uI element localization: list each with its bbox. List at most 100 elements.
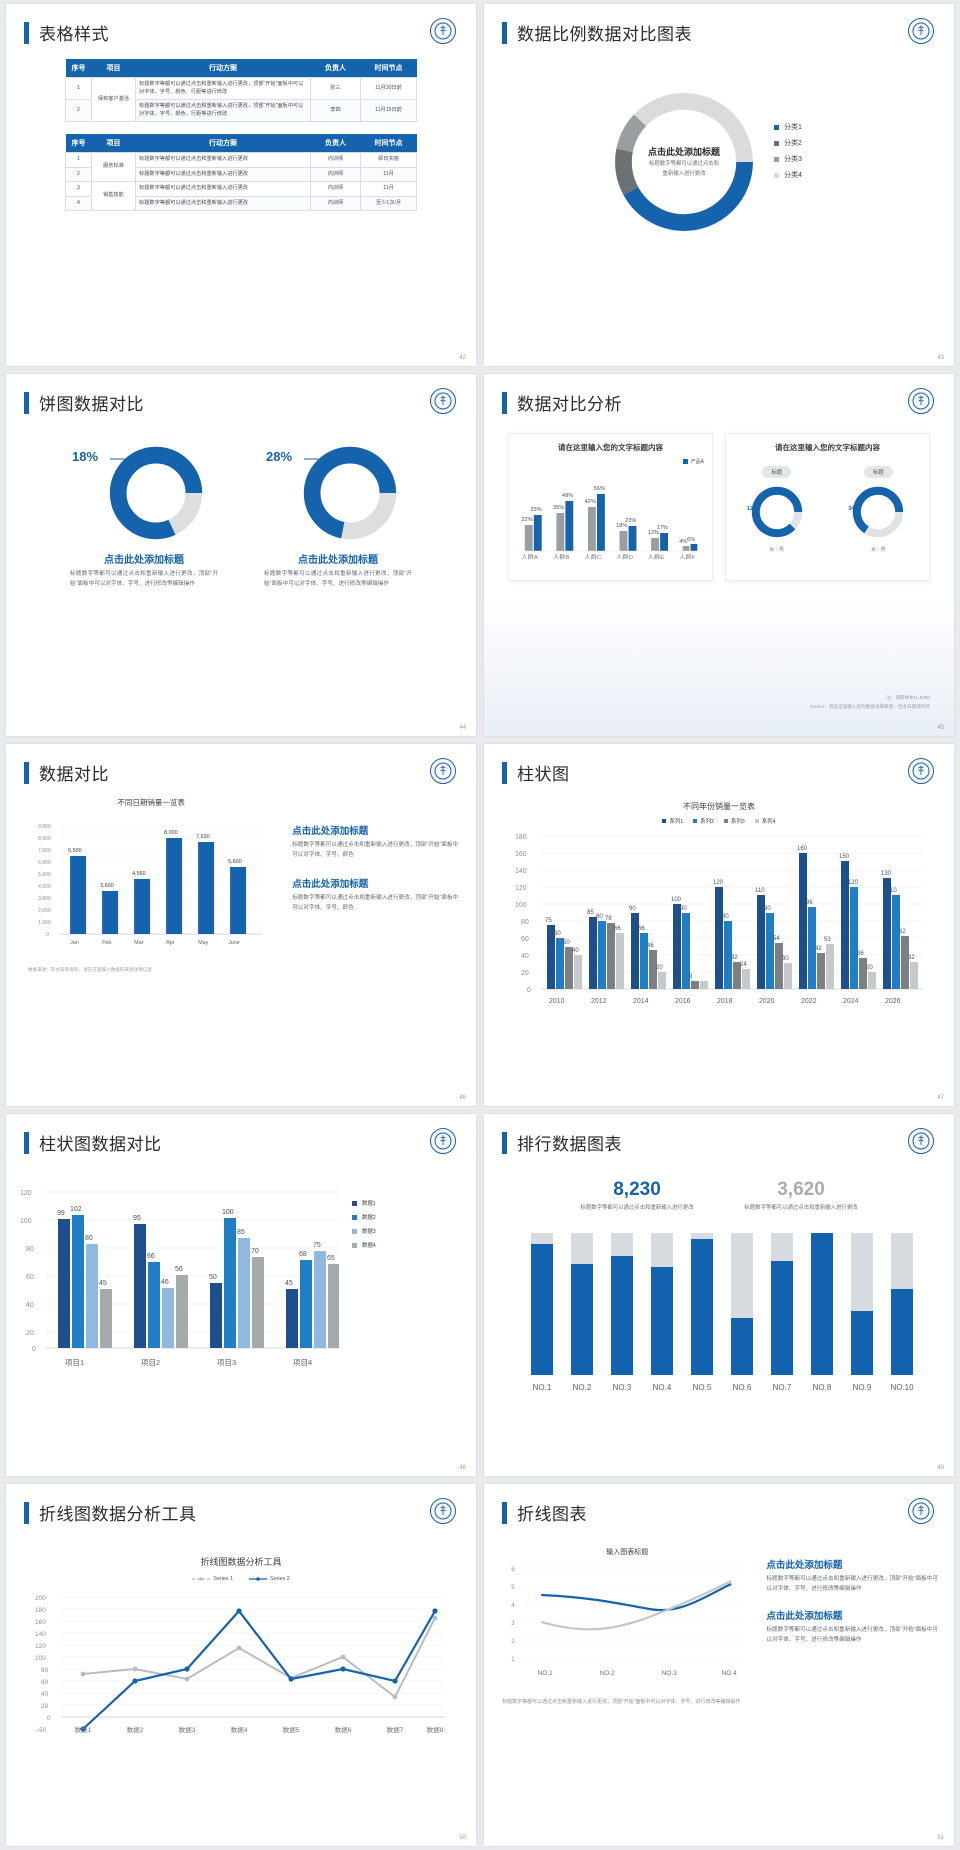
cell-item: 保有客户激活 (91, 76, 136, 123)
legend-item-1[interactable]: 数据1 (352, 1199, 376, 1207)
svg-text:NO.5: NO.5 (693, 1383, 712, 1392)
page-title: 表格样式 (39, 25, 109, 44)
slide-column-chart[interactable]: 柱状图 不同年份销量一览表 系列1 系列2 系列3 系列4 180 160 140 … (484, 744, 954, 1106)
title-accent-bar (502, 391, 507, 414)
table-row[interactable]: 1 保有客户激活 标题数字等都可以通过点击和重新输入进行更改，顶部“开始”面板中… (65, 76, 417, 123)
svg-text:160: 160 (515, 851, 527, 858)
donut-block-2[interactable]: 标题 34% 女 · 男 (848, 461, 906, 553)
legend-label: 系列1 (669, 819, 684, 825)
slide-ranking-chart[interactable]: 排行数据图表 8,230 标题数字等都可以通过点击和重新输入进行更改 3,620… (484, 1114, 954, 1476)
slide-pie-compare[interactable]: 饼图数据对比 18% 点击此处添加标题 标题数字等都可以通过点击和重新输入进行更… (6, 374, 476, 736)
card-title: 请在这里输入您的文字标题内容 (775, 443, 880, 452)
legend-item-1[interactable]: Series 1 (192, 1576, 233, 1582)
pie-percent-label: 28% (266, 449, 293, 464)
svg-text:0: 0 (32, 1346, 36, 1353)
action-table-1[interactable]: 序号 项目 行动方案 负责人 时间节点 1 保有客户激活 标题数字等都可以通过点… (65, 59, 417, 123)
cell-no: 4 (65, 195, 92, 212)
svg-text:66: 66 (638, 926, 645, 932)
bar-chart-block[interactable]: 不同日期销量一览表 9,000 8,000 7,000 6,000 5,000 4,00… (20, 797, 282, 973)
slide-ratio-donut[interactable]: 数据比例数据对比图表 点击此处添加标题 标题数字等都可以通过点击和 重新输入进行… (484, 4, 954, 366)
series-legend[interactable]: Series 1 Series 2 (6, 1576, 476, 1582)
donut-block-1[interactable]: 标题 12% 女 · 男 (747, 461, 805, 553)
table-row[interactable]: 2 标题数字等都可以通过点击和重新输入进行更改，顶部“开始”面板中可以对字体、字… (65, 99, 417, 123)
bar-card[interactable]: 请在这里输入您的文字标题内容 产品A 22% 33% 35% 49% 42% (508, 433, 713, 581)
svg-text:数据6: 数据6 (335, 1725, 352, 1734)
legend-item-4[interactable]: 分类4 (774, 170, 802, 180)
donut-center-label: 点击此处添加标题 标题数字等都可以通过点击和 重新输入进行更改 (604, 82, 764, 242)
th-no: 序号 (65, 134, 92, 153)
stat-block-1[interactable]: 8,230 标题数字等都可以通过点击和重新输入进行更改 (578, 1179, 696, 1213)
cell-plan: 标题数字等都可以通过点击和重新输入进行更改 (135, 166, 311, 183)
svg-text:40: 40 (41, 1691, 49, 1698)
legend-item-1[interactable]: 系列1 (662, 817, 683, 825)
legend-item-3[interactable]: 分类3 (774, 154, 802, 164)
svg-text:5,600: 5,600 (228, 859, 242, 865)
donut-center-title: 点击此处添加标题 (647, 147, 720, 158)
legend-item-2[interactable]: Series 2 (249, 1576, 290, 1582)
svg-text:17%: 17% (657, 525, 669, 531)
pie-compare-item-1[interactable]: 18% 点击此处添加标题 标题数字等都可以通过点击和重新输入进行更改，顶部“开始… (56, 437, 232, 590)
table-row[interactable]: 1 服务标准 标题数字等都可以通过点击和重新输入进行更改 内训师 即日实施 (65, 152, 417, 183)
table-header-row: 序号 项目 行动方案 负责人 时间节点 (65, 134, 417, 153)
legend-label: Series 1 (213, 1576, 233, 1582)
series-legend[interactable]: 数据1 数据2 数据3 数据4 (352, 1199, 376, 1379)
slide-compare-analysis[interactable]: 数据对比分析 请在这里输入您的文字标题内容 产品A 22% 33% (484, 374, 954, 736)
svg-text:102: 102 (70, 1206, 82, 1213)
svg-text:2018: 2018 (717, 998, 733, 1005)
slide-column-compare[interactable]: 柱状图数据对比 120 100 80 60 40 20 0 (6, 1114, 476, 1476)
svg-text:100: 100 (35, 1655, 46, 1662)
legend-item-2[interactable]: 分类2 (774, 138, 802, 148)
svg-text:180: 180 (35, 1607, 46, 1614)
legend-item-2[interactable]: 数据2 (352, 1213, 376, 1221)
pie-compare-item-2[interactable]: 28% 点击此处添加标题 标题数字等都可以通过点击和重新输入进行更改，顶部“开始… (250, 437, 426, 590)
series-1-path (541, 1583, 732, 1612)
legend-item-4[interactable]: 系列4 (754, 817, 776, 825)
donut-card[interactable]: 请在这里输入您的文字标题内容 标题 12% 女 · 男 (725, 433, 930, 581)
table-row[interactable]: 2 标题数字等都可以通过点击和重新输入进行更改 内训师 11月 (65, 166, 417, 183)
svg-text:70: 70 (251, 1248, 259, 1255)
th-plan: 行动方案 (135, 134, 311, 153)
legend-item-2[interactable]: 系列2 (693, 817, 714, 825)
legend-item-1[interactable]: 分类1 (774, 122, 802, 132)
series-legend[interactable]: 系列1 系列2 系列3 系列4 (484, 817, 954, 825)
svg-text:68: 68 (299, 1251, 307, 1258)
bar-legend[interactable]: 产品A (682, 458, 704, 465)
table-header-row: 序号 项目 行动方案 负责人 时间节点 (65, 59, 417, 78)
stat-value: 3,620 (777, 1179, 825, 1200)
action-table-2[interactable]: 序号 项目 行动方案 负责人 时间节点 1 服务标准 标题数字等都可以通过点击和… (65, 134, 417, 212)
svg-text:2,000: 2,000 (38, 908, 51, 914)
side-text-1: 标题数字等都可以通过点击和重新输入进行更改，顶部“开始”面板中可以对字体、字号、… (292, 842, 459, 859)
slide-header: 排行数据图表 (484, 1114, 954, 1155)
svg-text:NO.1: NO.1 (533, 1383, 552, 1392)
legend-label: 分类4 (784, 172, 802, 179)
svg-text:66: 66 (147, 1253, 155, 1260)
bar-chart-svg: 9,000 8,000 7,000 6,000 5,000 4,000 3,000 2,0… (38, 824, 263, 946)
stat-block-2[interactable]: 3,620 标题数字等都可以通过点击和重新输入进行更改 (742, 1179, 860, 1213)
legend-item-3[interactable]: 数据3 (352, 1227, 376, 1235)
donut-slice-1 (615, 93, 753, 231)
svg-text:80: 80 (41, 1667, 49, 1674)
slide-line-chart[interactable]: 折线图表 输入图表标题 6 5 4 3 2 1 (484, 1484, 954, 1846)
svg-text:120: 120 (35, 1643, 46, 1650)
legend-label: 数据1 (362, 1201, 376, 1207)
svg-text:0: 0 (46, 932, 49, 938)
grouped-bar-svg: 22% 33% 35% 49% 42% 56% 18% 23% 12% 17% (518, 486, 708, 561)
table-row[interactable]: 3 销售技能 标题数字等都可以通过点击和重新输入进行更改 内训师 11月 (65, 181, 417, 212)
svg-text:4%: 4% (679, 539, 687, 545)
slide-line-analysis-tool[interactable]: 折线图数据分析工具 折线图数据分析工具 Series 1 Series 2 20… (6, 1484, 476, 1846)
svg-text:2020: 2020 (759, 998, 775, 1005)
chart-title: 输入图表标题 (606, 1549, 649, 1556)
cell-item: 销售技能 (91, 181, 136, 212)
table-row[interactable]: 4 标题数字等都可以通过点击和重新输入进行更改 内训师 至少1次/月 (65, 195, 417, 212)
legend-item-4[interactable]: 数据4 (352, 1241, 376, 1249)
donut-chart[interactable]: 点击此处添加标题 标题数字等都可以通过点击和 重新输入进行更改 (604, 82, 764, 242)
svg-text:160: 160 (35, 1619, 46, 1626)
title-accent-bar (502, 761, 507, 784)
legend-item-3[interactable]: 系列3 (724, 817, 745, 825)
svg-text:1,000: 1,000 (38, 920, 51, 926)
slide-table-style[interactable]: 表格样式 序号 项目 行动方案 负责人 时间节点 1 保有客户激活 标题数字等都… (6, 4, 476, 366)
svg-text:项目3: 项目3 (217, 1358, 236, 1367)
svg-text:项目2: 项目2 (141, 1358, 160, 1367)
slide-data-compare[interactable]: 数据对比 不同日期销量一览表 9,000 8,000 7,000 6,000 5,00… (6, 744, 476, 1106)
